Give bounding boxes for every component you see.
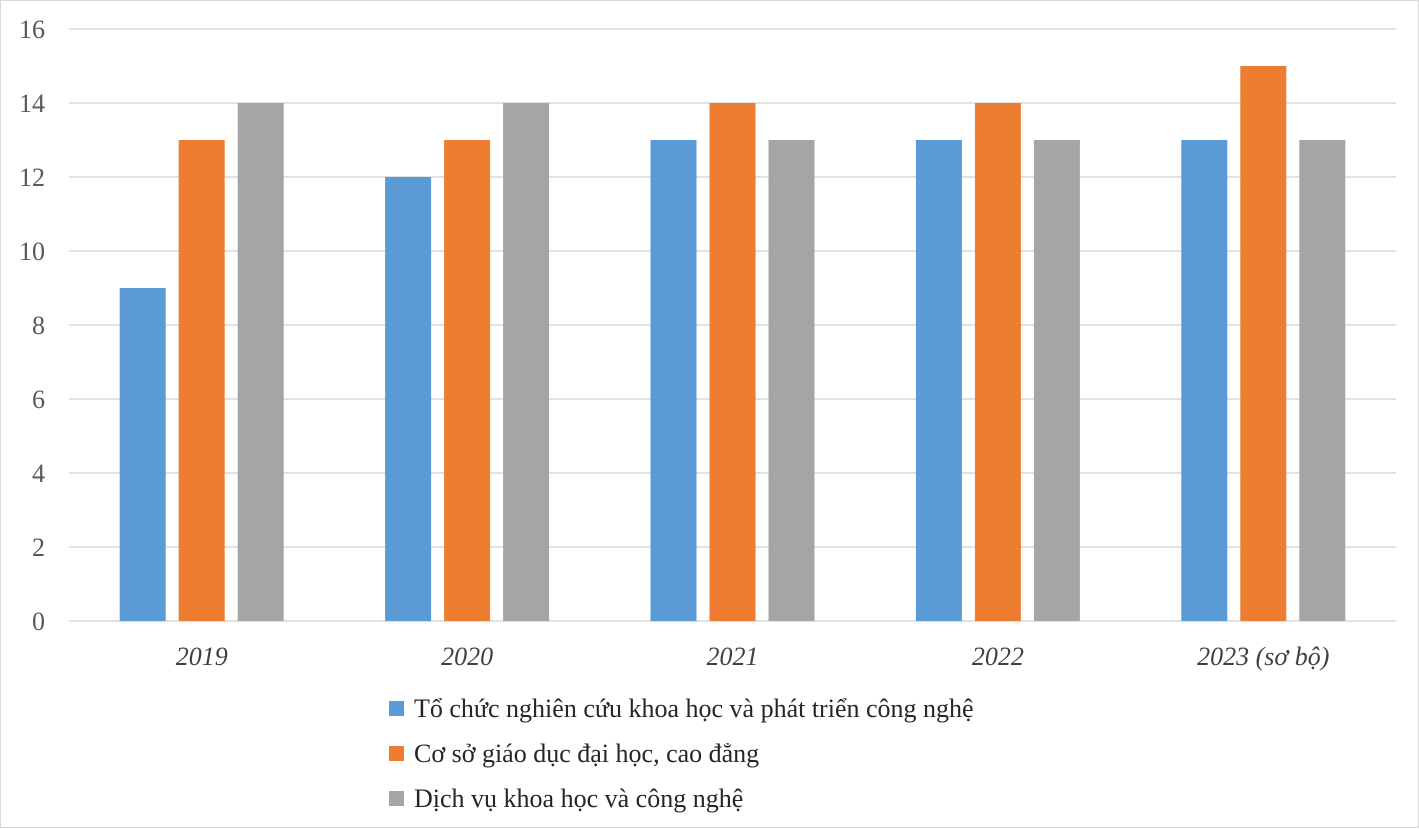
bar-series-1-2019 <box>119 288 166 621</box>
bar-series-2-2021 <box>709 103 756 621</box>
y-tick-label: 2 <box>32 533 45 562</box>
x-axis-ticks: 2019 2020 2021 2022 2023 (sơ bộ) <box>176 642 1330 671</box>
legend: Tổ chức nghiên cứu khoa học và phát triể… <box>389 694 974 813</box>
bar-series-2-2023-s-b- <box>1240 66 1287 621</box>
legend-swatch <box>389 701 404 716</box>
x-tick-label: 2023 (sơ bộ) <box>1197 642 1329 671</box>
y-tick-label: 14 <box>19 89 45 118</box>
x-tick-label: 2022 <box>972 642 1024 671</box>
legend-swatch <box>389 791 404 806</box>
bar-series-2-2020 <box>444 140 491 621</box>
y-tick-label: 0 <box>32 607 45 636</box>
y-tick-label: 4 <box>32 459 45 488</box>
bar-series-3-2023-s-b- <box>1299 140 1346 621</box>
legend-label: Cơ sở giáo dục đại học, cao đẳng <box>414 739 759 768</box>
bar-series-1-2022 <box>915 140 962 621</box>
bar-series-3-2019 <box>237 103 284 621</box>
bar-series-3-2021 <box>768 140 815 621</box>
x-tick-label: 2019 <box>176 642 228 671</box>
bar-series-1-2021 <box>650 140 697 621</box>
legend-label: Tổ chức nghiên cứu khoa học và phát triể… <box>414 694 974 723</box>
bars <box>119 66 1346 621</box>
x-tick-label: 2021 <box>707 642 759 671</box>
legend-label: Dịch vụ khoa học và công nghệ <box>414 784 743 813</box>
bar-series-2-2022 <box>974 103 1021 621</box>
bar-series-1-2020 <box>385 177 432 621</box>
y-tick-label: 8 <box>32 311 45 340</box>
bar-series-1-2023-s-b- <box>1181 140 1228 621</box>
y-tick-label: 6 <box>32 385 45 414</box>
y-tick-label: 12 <box>19 163 45 192</box>
y-tick-label: 16 <box>19 15 45 44</box>
legend-swatch <box>389 746 404 761</box>
y-tick-label: 10 <box>19 237 45 266</box>
x-tick-label: 2020 <box>441 642 493 671</box>
bar-series-3-2022 <box>1033 140 1080 621</box>
y-axis-ticks: 0 2 4 6 8 10 12 14 16 <box>19 15 45 636</box>
bar-series-3-2020 <box>503 103 550 621</box>
bar-series-2-2019 <box>178 140 225 621</box>
